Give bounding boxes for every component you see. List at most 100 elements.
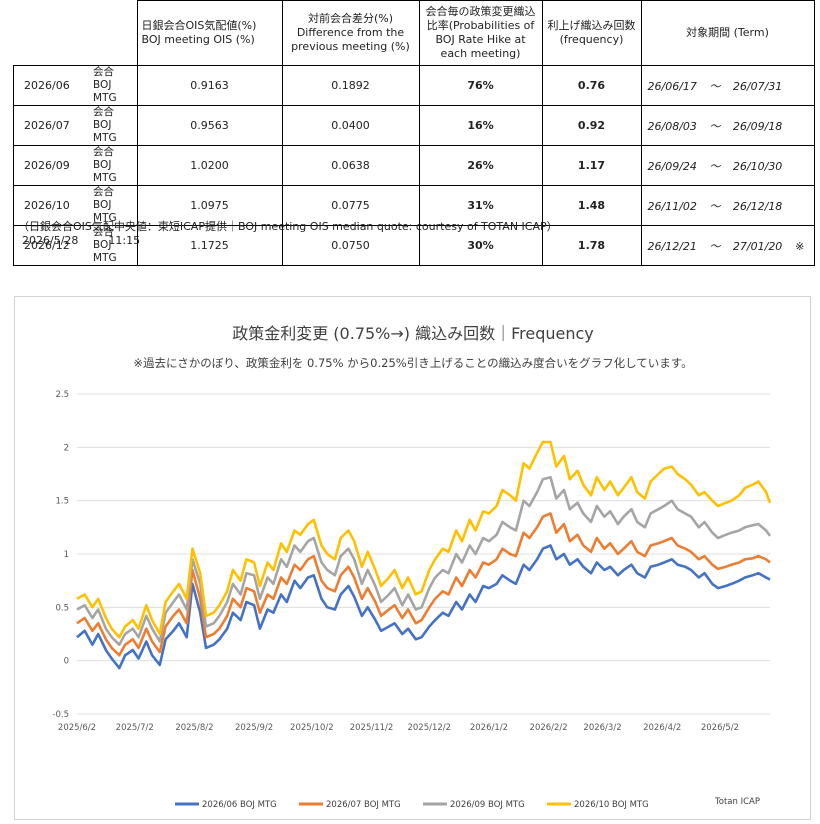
term-cell: 26/12/21 ～ 27/01/20 ※ — [640, 225, 815, 266]
ois-table: 日銀会合OIS気配値(%) BOJ meeting OIS (%) 対前会合差分(… — [13, 0, 815, 266]
term-cell: 26/08/03 ～ 26/09/18 — [640, 105, 815, 146]
legend-item: 2026/06 BOJ MTG — [175, 800, 277, 810]
freq-cell: 1.48 — [541, 185, 642, 226]
chart-container: 政策金利変更 (0.75%→) 織込み回数｜Frequency ※過去にさかのぼ… — [14, 296, 811, 820]
chart-legend: 2026/06 BOJ MTG 2026/07 BOJ MTG 2026/09 BO… — [175, 800, 649, 810]
x-tick-label: 2026/2/2 — [530, 723, 568, 733]
header-freq-text: 利上げ織込み回数 (frequency) — [547, 19, 636, 46]
table-row: 2026/12 会合 BOJ MTG 1.1725 0.0750 30% 1.78 26/12… — [13, 225, 815, 266]
meeting-label: 会合 BOJ MTG — [93, 226, 117, 264]
series-line — [76, 475, 772, 647]
ois-cell: 1.1725 — [136, 225, 283, 266]
timestamp-time: 11:15 — [108, 234, 141, 247]
series-line — [76, 512, 771, 657]
x-tick-label: 2025/12/2 — [407, 723, 451, 733]
header-ois-text: 日銀会合OIS気配値(%) BOJ meeting OIS (%) — [141, 19, 257, 46]
meeting-month: 2026/07 — [24, 119, 70, 132]
series-line — [76, 440, 772, 639]
meeting-cell: 2026/12 会合 BOJ MTG — [13, 225, 138, 266]
meeting-label: 会合 BOJ MTG — [93, 186, 117, 224]
table-row: 2026/07 会合 BOJ MTG 0.9563 0.0400 16% 0.92 26/08… — [13, 105, 815, 146]
y-tick-label: 1.5 — [55, 497, 69, 507]
y-tick-label: 1 — [64, 550, 69, 560]
header-term-text: 対象期間 (Term) — [686, 26, 769, 39]
x-tick-label: 2025/6/2 — [58, 723, 96, 733]
term-mark: ※ — [795, 239, 805, 253]
prob-cell: 31% — [418, 185, 543, 226]
meeting-month: 2026/06 — [24, 79, 70, 92]
term-start: 26/09/24 — [647, 159, 697, 173]
freq-cell: 1.17 — [541, 145, 642, 186]
meeting-cell: 2026/09 会合 BOJ MTG — [13, 145, 138, 186]
x-axis-ticks: 2025/6/2 2025/7/2 2025/8/2 2025/9/2 2025/10/… — [58, 723, 739, 733]
source-note: （日銀会合OIS気配中央値：東短ICAP提供｜BOJ meeting OIS m… — [18, 220, 558, 233]
x-tick-label: 2025/10/2 — [290, 723, 334, 733]
legend-label: 2026/10 BOJ MTG — [574, 800, 649, 810]
diff-cell: 0.0638 — [281, 145, 420, 186]
col-header-ois: 日銀会合OIS気配値(%) BOJ meeting OIS (%) — [136, 0, 283, 66]
term-end: 26/09/18 — [732, 119, 783, 133]
meeting-label: 会合 BOJ MTG — [93, 106, 117, 144]
freq-cell: 0.92 — [541, 105, 642, 146]
timestamp-date: 2026/5/28 — [22, 234, 79, 247]
term-start: 26/08/03 — [647, 119, 697, 133]
frequency-line-chart: 政策金利変更 (0.75%→) 織込み回数｜Frequency ※過去にさかのぼ… — [52, 324, 772, 810]
chart-gridlines — [77, 393, 770, 715]
legend-label: 2026/06 BOJ MTG — [202, 800, 277, 810]
chart-source-label: Totan ICAP — [714, 797, 760, 807]
term-tilde: ～ — [709, 199, 721, 213]
term-start: 26/12/21 — [647, 239, 697, 253]
diff-cell: 0.0400 — [281, 105, 420, 146]
legend-label: 2026/07 BOJ MTG — [326, 800, 401, 810]
legend-item: 2026/09 BOJ MTG — [423, 800, 525, 810]
term-tilde: ～ — [709, 79, 721, 93]
term-end: 27/01/20 — [732, 239, 783, 253]
legend-label: 2026/09 BOJ MTG — [450, 800, 525, 810]
diff-cell: 0.0750 — [281, 225, 420, 266]
term-cell: 26/09/24 ～ 26/10/30 — [640, 145, 815, 186]
x-tick-label: 2025/9/2 — [235, 723, 273, 733]
table-row: 2026/09 会合 BOJ MTG 1.0200 0.0638 26% 1.17 26/09… — [13, 145, 815, 186]
meeting-month: 2026/09 — [24, 159, 70, 172]
meeting-month: 2026/10 — [24, 199, 70, 212]
term-tilde: ～ — [709, 159, 721, 173]
term-tilde: ～ — [709, 239, 721, 253]
term-cell: 26/11/02 ～ 26/12/18 — [640, 185, 815, 226]
ois-cell: 1.0200 — [136, 145, 283, 186]
term-end: 26/12/18 — [732, 199, 783, 213]
table-body: 2026/06 会合 BOJ MTG 0.9163 0.1892 76% 0.76 26/06… — [13, 65, 815, 266]
x-tick-label: 2026/3/2 — [583, 723, 621, 733]
freq-cell: 0.76 — [541, 65, 642, 106]
meeting-cell: 2026/07 会合 BOJ MTG — [13, 105, 138, 146]
ois-cell: 0.9563 — [136, 105, 283, 146]
x-tick-label: 2025/7/2 — [116, 723, 154, 733]
term-start: 26/06/17 — [647, 79, 697, 93]
term-end: 26/10/30 — [732, 159, 783, 173]
col-header-term: 対象期間 (Term) — [640, 0, 815, 66]
y-tick-label: 0 — [64, 657, 69, 667]
prob-cell: 26% — [418, 145, 543, 186]
term-tilde: ～ — [709, 119, 721, 133]
header-diff-text: 対前会合差分(%) Difference from the previous mee… — [291, 12, 410, 53]
meeting-label: 会合 BOJ MTG — [93, 66, 117, 104]
chart-series-lines — [76, 440, 772, 670]
legend-item: 2026/10 BOJ MTG — [547, 800, 649, 810]
table-row: 2026/06 会合 BOJ MTG 0.9163 0.1892 76% 0.76 26/06… — [13, 65, 815, 106]
header-prob-text: 会合毎の政策変更織込 比率(Probabilities of BOJ Rate Hi… — [425, 5, 536, 60]
x-tick-label: 2026/1/2 — [470, 723, 508, 733]
col-header-prob: 会合毎の政策変更織込 比率(Probabilities of BOJ Rate Hi… — [418, 0, 543, 66]
x-tick-label: 2025/11/2 — [350, 723, 394, 733]
term-cell: 26/06/17 ～ 26/07/31 — [640, 65, 815, 106]
meeting-cell: 2026/06 会合 BOJ MTG — [13, 65, 138, 106]
legend-item: 2026/07 BOJ MTG — [299, 800, 401, 810]
meeting-cell: 2026/10 会合 BOJ MTG — [13, 185, 138, 226]
y-tick-label: -0.5 — [52, 710, 69, 720]
col-header-diff: 対前会合差分(%) Difference from the previous mee… — [281, 0, 420, 66]
x-tick-label: 2026/5/2 — [701, 723, 739, 733]
col-header-freq: 利上げ織込み回数 (frequency) — [541, 0, 642, 66]
table-header-row: 日銀会合OIS気配値(%) BOJ meeting OIS (%) 対前会合差分(… — [13, 0, 815, 66]
prob-cell: 30% — [418, 225, 543, 266]
series-line — [76, 544, 771, 670]
chart-title: 政策金利変更 (0.75%→) 織込み回数｜Frequency — [232, 324, 594, 343]
timestamp: 2026/5/28 11:15 — [22, 234, 140, 247]
